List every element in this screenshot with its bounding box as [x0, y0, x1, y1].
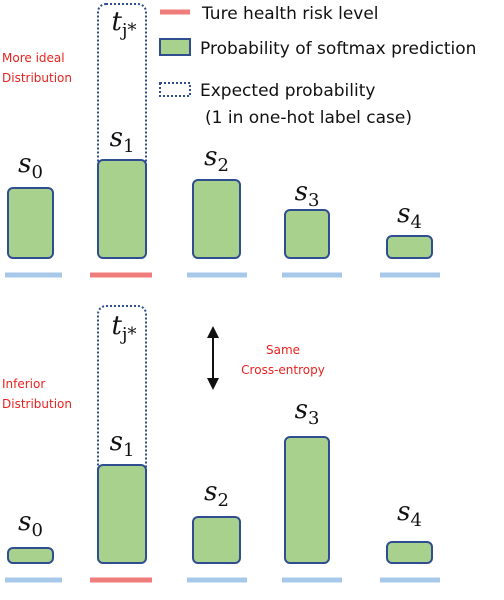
math-sub: 1	[123, 136, 134, 157]
legend-text: (1 in one-hot label case)	[205, 108, 412, 128]
legend-dotted	[159, 82, 191, 97]
math-base: t	[111, 311, 122, 341]
math-sub: j*	[120, 324, 137, 345]
math-sub: 3	[308, 190, 319, 211]
math-sub: 4	[410, 212, 421, 233]
bar	[284, 209, 330, 259]
note: Cross-entropy	[241, 363, 325, 377]
bar	[7, 187, 54, 259]
bar	[97, 464, 147, 564]
legend-text: Ture health risk level	[201, 4, 379, 24]
math-base: s	[295, 395, 308, 425]
math-base: s	[18, 149, 31, 179]
math-base: s	[18, 507, 31, 537]
math-label: s0	[18, 507, 43, 541]
math-label: s4	[397, 199, 422, 233]
math-label: tj*	[111, 311, 136, 345]
bar	[284, 436, 330, 564]
note: Same	[266, 343, 300, 357]
math-base: s	[295, 177, 308, 207]
bar	[386, 235, 433, 259]
math-sub: 0	[31, 520, 42, 541]
math-label: s3	[295, 177, 320, 211]
bar	[7, 547, 54, 564]
math-label: s3	[295, 395, 320, 429]
math-base: s	[397, 497, 410, 527]
math-label: s4	[397, 497, 422, 531]
math-base: t	[111, 7, 122, 37]
bar	[192, 179, 241, 259]
legend-text: Probability of softmax prediction	[200, 39, 476, 59]
panel-label: More ideal	[2, 51, 65, 65]
math-base: s	[204, 477, 217, 507]
math-sub: 2	[217, 155, 228, 176]
math-sub: 3	[308, 408, 319, 429]
math-base: s	[110, 123, 123, 153]
panel-label: Inferior	[2, 377, 45, 391]
panel-label: Distribution	[2, 397, 72, 411]
bar	[192, 516, 241, 564]
panel-label: Distribution	[2, 71, 72, 85]
legend-text: Expected probability	[200, 81, 375, 101]
math-base: s	[397, 199, 410, 229]
math-sub: 2	[217, 490, 228, 511]
math-base: s	[110, 427, 123, 457]
math-label: s1	[110, 123, 135, 157]
bar	[97, 159, 147, 259]
math-sub: j*	[120, 20, 137, 41]
math-base: s	[204, 142, 217, 172]
math-label: tj*	[111, 7, 136, 41]
math-label: s2	[204, 142, 229, 176]
math-sub: 1	[123, 440, 134, 461]
math-sub: 0	[31, 162, 42, 183]
math-label: s2	[204, 477, 229, 511]
bar	[386, 541, 433, 564]
math-label: s1	[110, 427, 135, 461]
math-label: s0	[18, 149, 43, 183]
legend-green	[159, 38, 191, 56]
expected-box	[97, 3, 147, 259]
math-sub: 4	[410, 510, 421, 531]
